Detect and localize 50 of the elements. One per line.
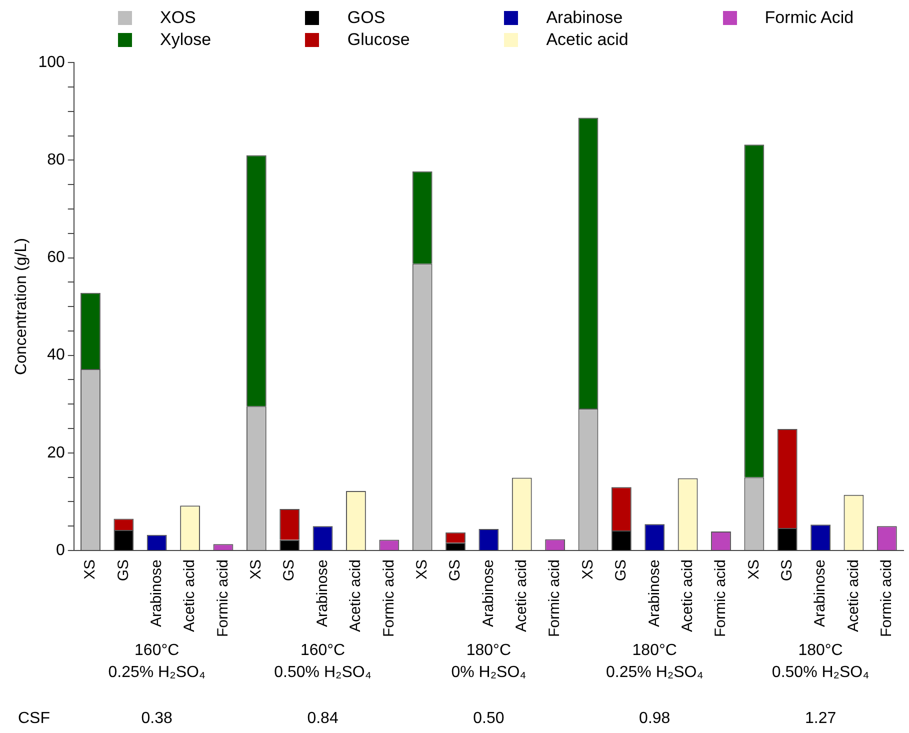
x-tick-label: Arabinose [812,559,829,628]
x-tick-label: GS [114,559,132,582]
x-tick-label: XS [248,559,265,580]
text: 160°C 0.25% H₂SO₄ [107,641,206,683]
x-tick-label: Arabinose [314,559,331,628]
text: 0.50 [472,710,506,728]
legend-label: Glucose [347,30,410,50]
text: 180°C 0% H₂SO₄ [450,641,528,683]
x-tick-label: Formic acid [878,559,896,638]
x-tick-label: XS [82,559,99,580]
text: 0.84 [306,710,340,728]
legend-label: Formic Acid [764,8,854,28]
y-tick-label: 100 [38,54,65,72]
text: 160°C 0.50% H₂SO₄ [273,641,372,683]
text: 0.98 [638,710,672,728]
y-tick-label: 40 [47,346,65,364]
x-tick-label: XS [579,559,596,580]
x-tick-label: Arabinose [148,559,165,628]
text: CSF [18,710,50,728]
x-tick-label: Formic acid [712,559,730,638]
x-tick-label: Acetic acid [513,559,530,632]
x-tick-label: GS [778,559,796,582]
legend-label: GOS [347,8,386,28]
x-tick-label: Acetic acid [347,559,364,632]
x-tick-label: Arabinose [646,559,663,628]
x-tick-label: GS [446,559,464,582]
legend-label: Arabinose [546,8,623,28]
x-tick-label: GS [612,559,630,582]
x-tick-label: XS [413,559,430,580]
y-axis-title: Concentration (g/L) [13,238,30,376]
legend-label: XOS [160,8,196,28]
x-tick-label: Formic acid [546,559,564,638]
x-tick-label: Acetic acid [844,559,862,632]
y-tick-label: 0 [56,542,65,559]
x-tick-label: Acetic acid [181,559,198,632]
x-tick-label: GS [280,559,298,582]
y-tick-label: 80 [47,152,65,169]
legend-label: Xylose [160,30,212,50]
legend-label: Acetic acid [546,30,628,50]
text: 180°C 0.25% H₂SO₄ [605,641,704,683]
y-tick-label: 20 [47,444,65,462]
x-tick-label: Acetic acid [678,559,696,632]
text: 0.38 [140,710,174,728]
text: 180°C 0.50% H₂SO₄ [770,641,870,683]
x-tick-label: XS [745,559,762,580]
x-tick-label: Formic acid [380,559,398,638]
text: 1.27 [804,710,838,728]
y-tick-label: 60 [47,249,65,266]
x-tick-label: Arabinose [480,559,497,628]
x-tick-label: Formic acid [214,559,232,638]
